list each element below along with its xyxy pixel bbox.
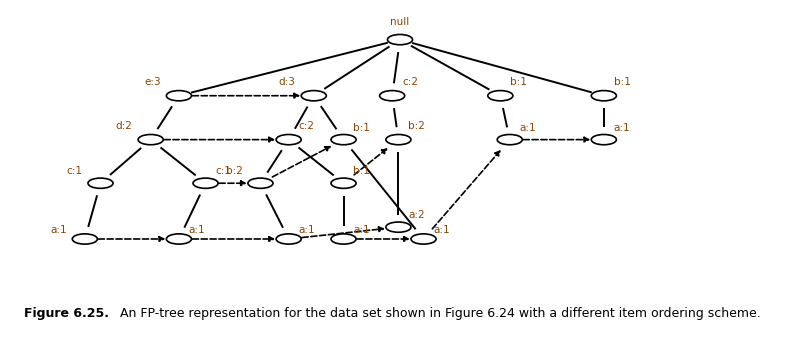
Circle shape [331, 178, 356, 188]
Text: e:3: e:3 [144, 78, 161, 87]
Circle shape [276, 135, 302, 145]
Circle shape [591, 90, 616, 101]
Circle shape [331, 234, 356, 244]
Text: b:2: b:2 [226, 166, 242, 176]
Circle shape [88, 178, 113, 188]
Circle shape [166, 90, 191, 101]
Circle shape [498, 135, 522, 145]
Text: a:1: a:1 [50, 225, 66, 235]
Circle shape [411, 234, 436, 244]
Text: a:2: a:2 [408, 210, 425, 220]
Text: a:1: a:1 [298, 225, 315, 235]
Text: b:1: b:1 [354, 123, 370, 133]
Text: b:1: b:1 [354, 166, 370, 176]
Text: b:2: b:2 [408, 121, 425, 131]
Circle shape [193, 178, 218, 188]
Text: a:1: a:1 [519, 123, 536, 133]
Circle shape [276, 234, 302, 244]
Circle shape [387, 34, 413, 45]
Text: null: null [390, 17, 410, 27]
Text: a:1: a:1 [189, 225, 206, 235]
Text: d:2: d:2 [116, 121, 133, 131]
Text: c:2: c:2 [402, 78, 418, 87]
Text: a:1: a:1 [614, 123, 630, 133]
Circle shape [72, 234, 98, 244]
Text: a:1: a:1 [354, 225, 370, 235]
Circle shape [591, 135, 616, 145]
Text: c:1: c:1 [66, 166, 82, 176]
Circle shape [248, 178, 273, 188]
Text: d:3: d:3 [279, 78, 296, 87]
Circle shape [166, 234, 191, 244]
Text: An FP-tree representation for the data set shown in Figure 6.24 with a different: An FP-tree representation for the data s… [108, 307, 761, 320]
Text: c:1: c:1 [215, 166, 231, 176]
Text: b:1: b:1 [614, 78, 630, 87]
Circle shape [488, 90, 513, 101]
Text: Figure 6.25.: Figure 6.25. [24, 307, 109, 320]
Text: a:1: a:1 [434, 225, 450, 235]
Circle shape [380, 90, 405, 101]
Circle shape [138, 135, 163, 145]
Circle shape [386, 222, 411, 232]
Circle shape [302, 90, 326, 101]
Text: b:1: b:1 [510, 78, 527, 87]
Circle shape [386, 135, 411, 145]
Circle shape [331, 135, 356, 145]
Text: c:2: c:2 [298, 121, 314, 131]
